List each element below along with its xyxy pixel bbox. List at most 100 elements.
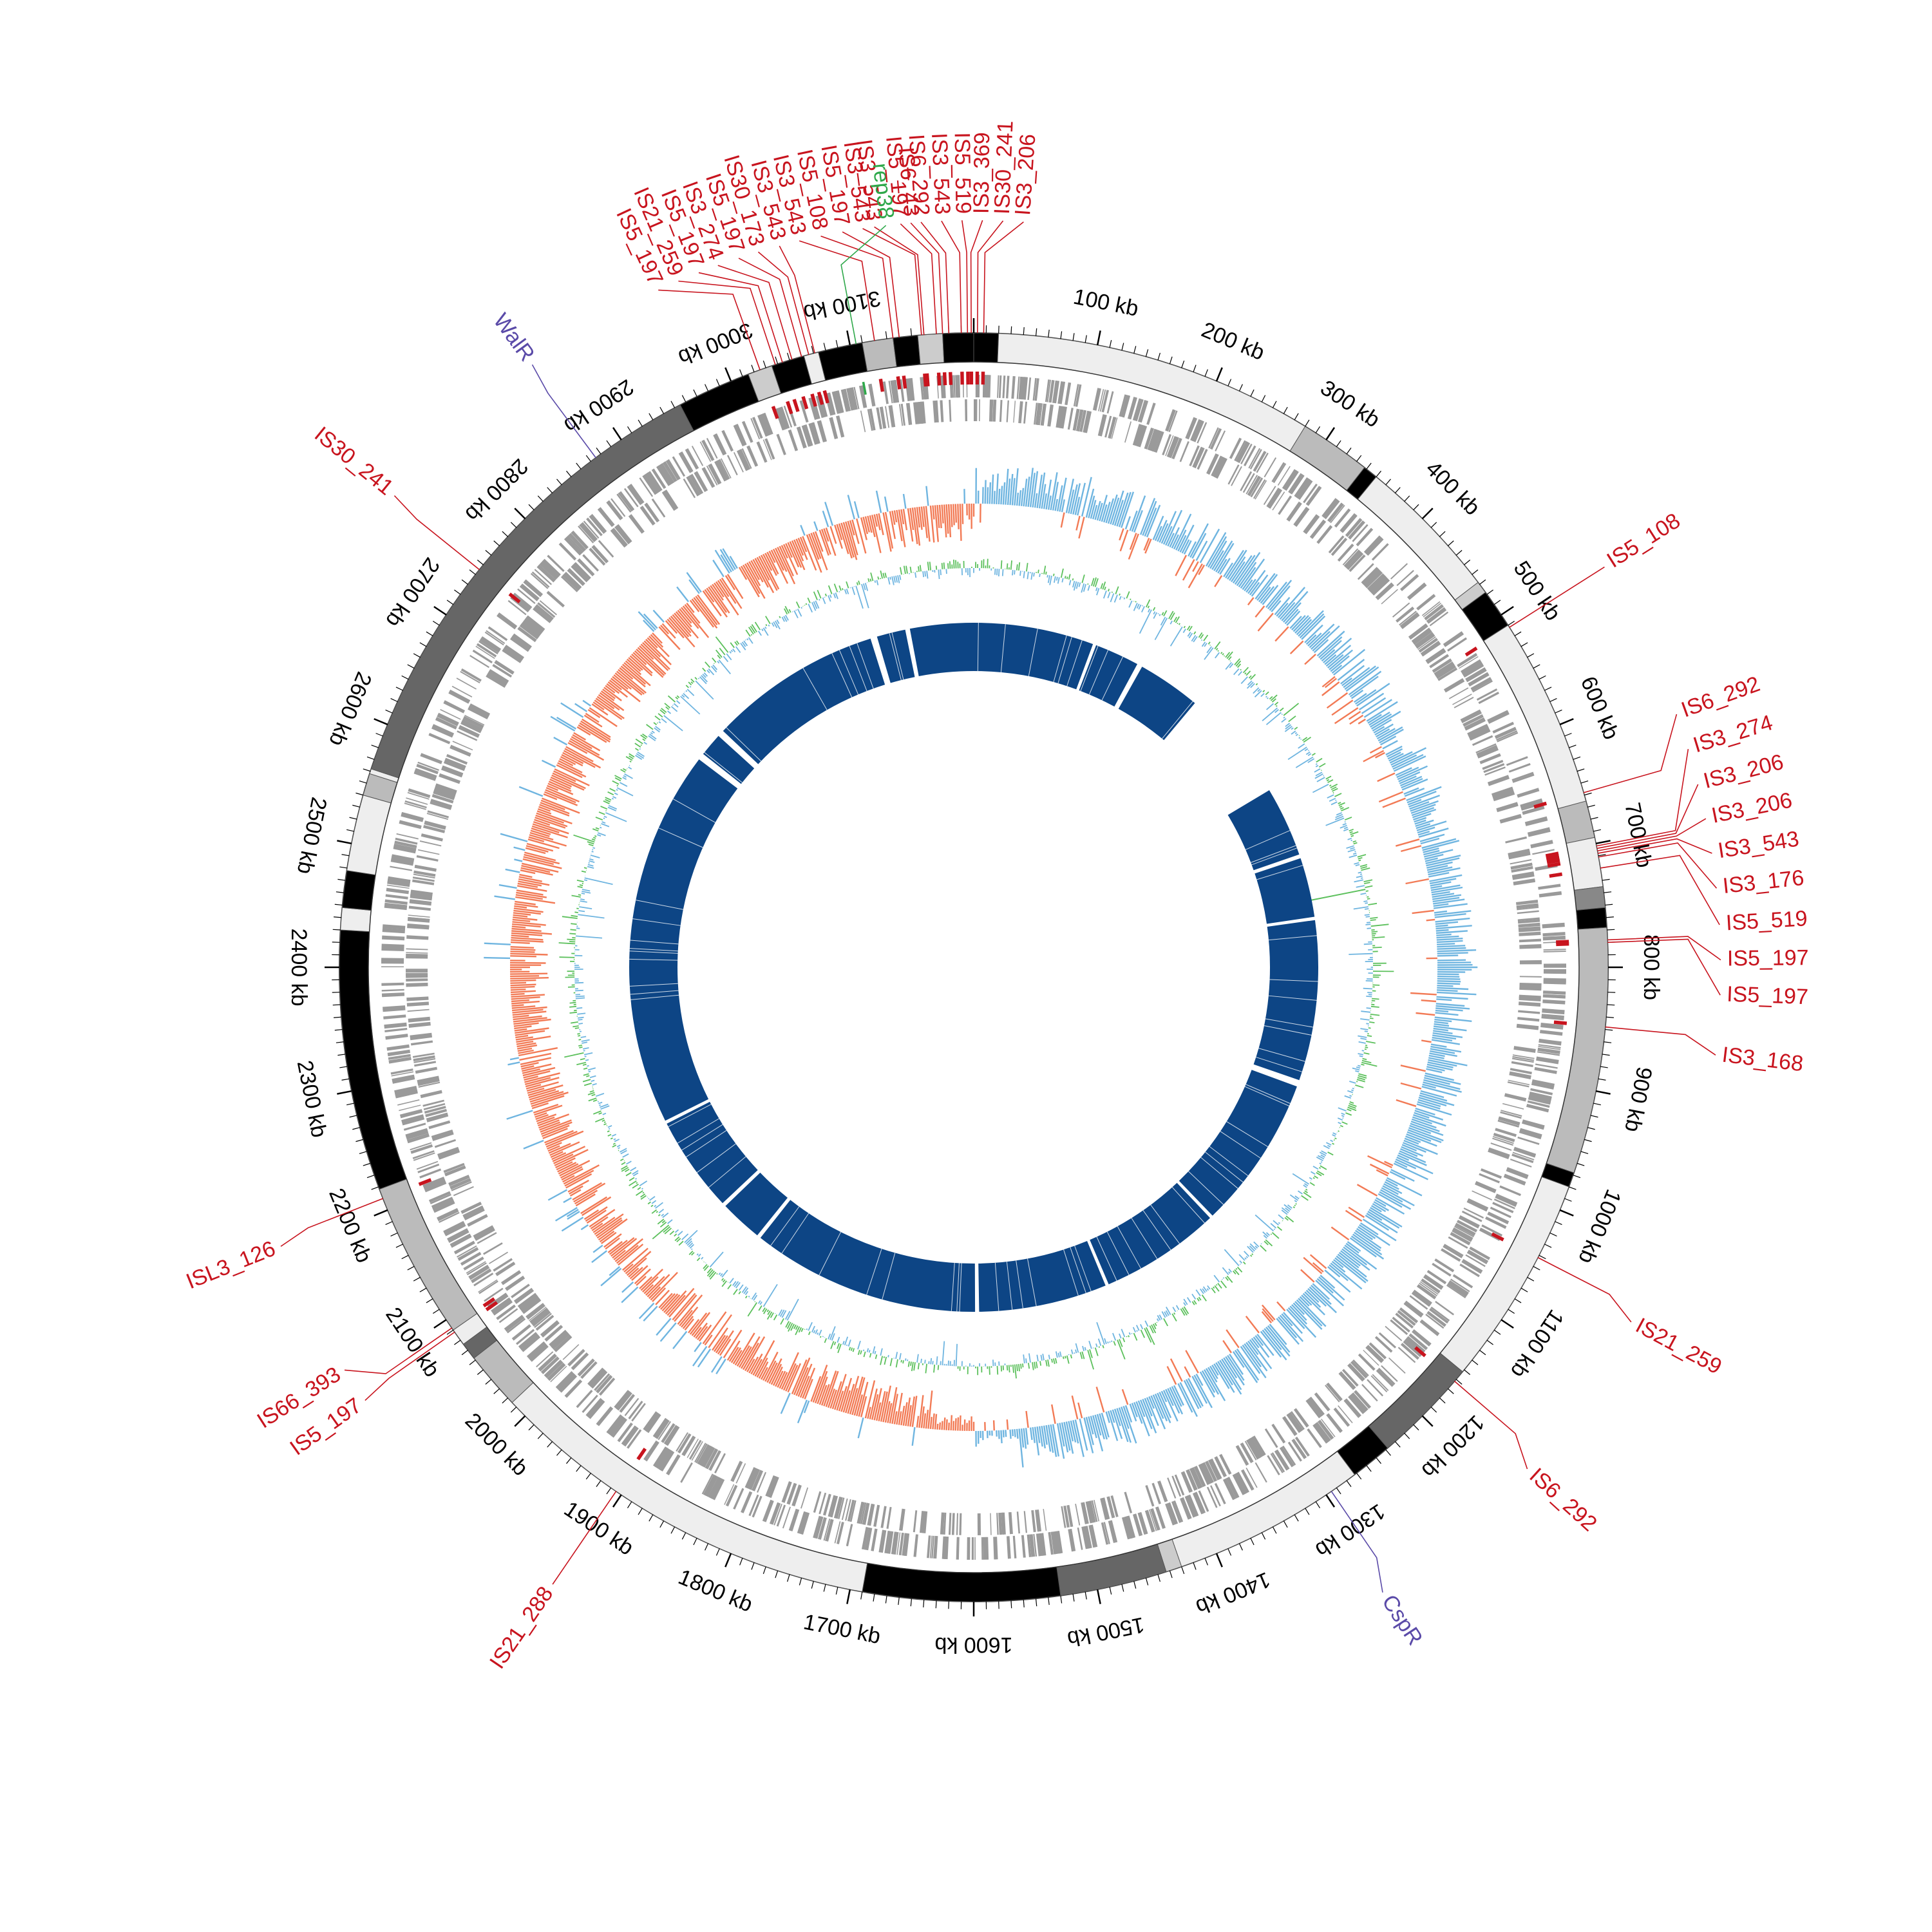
- cds-feature: [1305, 486, 1322, 506]
- cds-feature: [493, 1258, 513, 1272]
- cds-feature: [460, 668, 482, 682]
- cds-feature: [592, 545, 609, 563]
- cds-feature: [539, 562, 558, 580]
- cds-feature: [1146, 428, 1154, 450]
- is-element-label: IS5_108: [1603, 508, 1685, 573]
- cds-feature: [544, 1325, 564, 1342]
- alignment-gap: [704, 752, 743, 783]
- minor-tick: [1315, 426, 1321, 433]
- contig-ring-inner-edge: [368, 361, 1580, 1573]
- cds-feature: [1184, 1495, 1197, 1518]
- minor-tick: [349, 1115, 357, 1118]
- gc-content-above: [558, 558, 1394, 1379]
- minor-tick: [1486, 589, 1493, 595]
- cds-feature: [472, 649, 493, 664]
- minor-tick: [860, 1591, 863, 1600]
- minor-tick: [1404, 495, 1410, 502]
- cds-feature: [1279, 1446, 1294, 1468]
- minor-tick: [823, 1584, 826, 1592]
- cds-feature: [390, 1068, 413, 1075]
- annotation-leader-line: [1607, 936, 1721, 961]
- cds-feature: [587, 1399, 604, 1418]
- minor-tick: [1121, 343, 1124, 351]
- minor-tick: [596, 1480, 601, 1487]
- cds-feature: [1245, 1467, 1258, 1488]
- minor-tick: [1084, 1591, 1087, 1600]
- minor-tick: [1413, 504, 1419, 511]
- cds-feature: [544, 1359, 564, 1379]
- cds-feature: [1146, 402, 1156, 425]
- cds-feature: [888, 381, 893, 404]
- cds-feature: [1519, 976, 1542, 978]
- cds-feature: [1326, 1383, 1341, 1401]
- alignment-gap: [1209, 1146, 1249, 1177]
- cds-feature: [1346, 552, 1364, 571]
- cds-feature: [434, 788, 456, 797]
- cds-feature: [517, 626, 537, 643]
- cds-feature: [1370, 1375, 1388, 1393]
- cds-feature: [1459, 656, 1479, 669]
- cds-feature: [495, 1262, 516, 1276]
- cds-feature: [1540, 1024, 1564, 1030]
- cds-feature: [1166, 435, 1177, 458]
- minor-tick: [339, 1066, 348, 1068]
- cds-feature: [406, 797, 428, 805]
- cds-feature: [399, 1104, 421, 1112]
- minor-tick: [739, 369, 743, 377]
- minor-tick: [469, 1359, 476, 1365]
- minor-tick: [1580, 1151, 1589, 1154]
- cds-feature: [1494, 726, 1517, 739]
- cds-feature: [1235, 440, 1248, 462]
- cds-feature: [431, 1129, 453, 1138]
- minor-tick: [1549, 1232, 1557, 1236]
- cds-feature: [430, 802, 451, 810]
- cds-feature: [386, 1044, 410, 1051]
- cds-feature: [974, 1537, 976, 1560]
- cds-feature: [1496, 730, 1518, 741]
- cds-feature: [410, 1142, 432, 1151]
- cds-feature: [427, 810, 450, 819]
- cds-feature: [386, 887, 409, 895]
- major-tick: [1325, 427, 1336, 440]
- cds-feature: [471, 1268, 492, 1283]
- cds-feature: [1452, 1229, 1473, 1242]
- cds-feature: [1418, 638, 1438, 653]
- cds-feature: [1429, 654, 1449, 668]
- cds-feature: [549, 1329, 568, 1347]
- alignment-gap: [838, 650, 859, 695]
- cds-feature: [1512, 873, 1535, 880]
- cds-feature: [1417, 636, 1436, 650]
- cds-feature: [435, 717, 457, 730]
- is-element-marker: [896, 376, 902, 390]
- minor-tick: [693, 389, 697, 397]
- cds-feature: [595, 1374, 613, 1394]
- cds-feature: [1406, 1336, 1426, 1353]
- cds-feature: [1434, 663, 1455, 677]
- cds-feature: [414, 864, 437, 872]
- minor-tick: [1602, 1054, 1610, 1056]
- cds-feature: [1543, 981, 1566, 985]
- is-element-marker: [817, 392, 824, 405]
- minor-tick: [1366, 462, 1372, 469]
- cds-feature: [1205, 1461, 1218, 1482]
- cds-feature: [757, 415, 768, 437]
- cds-feature: [1399, 611, 1417, 626]
- cds-feature: [1426, 1270, 1447, 1285]
- minor-tick: [336, 891, 344, 893]
- cds-feature: [469, 654, 489, 668]
- cds-feature: [986, 1537, 989, 1560]
- contig-segment: [862, 1562, 1061, 1602]
- is-element-marker: [1464, 647, 1478, 657]
- cds-feature: [384, 1022, 407, 1029]
- is-element-marker: [936, 372, 942, 386]
- minor-tick: [1376, 1457, 1381, 1464]
- minor-tick: [395, 687, 404, 691]
- major-tick: [846, 1589, 851, 1604]
- major-tick: [1325, 1494, 1336, 1508]
- cds-feature: [666, 1454, 681, 1475]
- alignment-gap: [1205, 1151, 1244, 1183]
- cds-feature: [697, 1444, 710, 1464]
- cds-feature: [421, 1091, 442, 1099]
- cds-feature: [967, 1537, 971, 1560]
